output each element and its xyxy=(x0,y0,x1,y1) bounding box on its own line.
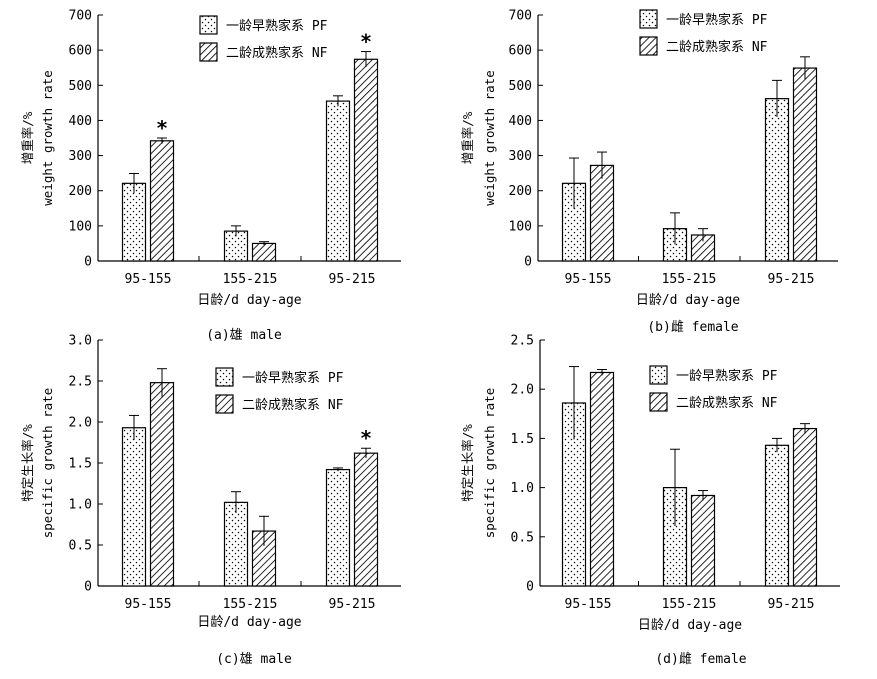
y-tick-label: 200 xyxy=(69,184,92,199)
significance-star: * xyxy=(360,30,372,54)
legend-swatch-nf xyxy=(199,42,218,62)
y-axis-label-en: specific growth rate xyxy=(40,388,55,539)
y-tick-label: 0 xyxy=(526,580,534,595)
significance-star: * xyxy=(156,116,168,140)
panel-caption: (a)雄 male xyxy=(206,328,282,343)
x-tick-label: 95-215 xyxy=(329,597,376,612)
panel-caption: (c)雄 male xyxy=(216,652,292,667)
chart-panel-0: 0 100 200 300 400 500 600 700 95-155 155-215 95-21… xyxy=(20,9,401,343)
y-tick-label: 0.5 xyxy=(69,539,92,554)
chart-panel-3: 0 0.5 1.0 1.5 2.0 2.5 95-155 155-215 95-215 日龄/d … xyxy=(460,334,840,667)
y-tick-label: 400 xyxy=(69,114,92,129)
y-tick-label: 0 xyxy=(524,255,532,270)
x-tick-label: 95-215 xyxy=(768,272,815,287)
y-tick-label: 2.0 xyxy=(69,416,92,431)
legend-swatch-pf xyxy=(639,9,658,29)
significance-star: * xyxy=(360,426,372,450)
legend-swatch-nf xyxy=(215,394,234,414)
y-tick-label: 100 xyxy=(69,219,92,234)
y-tick-label: 300 xyxy=(69,149,92,164)
legend-label-nf: 二龄成熟家系 NF xyxy=(676,395,778,411)
y-tick-label: 1.5 xyxy=(511,432,534,447)
y-tick-label: 1.5 xyxy=(69,457,92,472)
bar-nf xyxy=(792,427,818,587)
x-tick-label: 95-155 xyxy=(565,272,612,287)
y-tick-label: 2.0 xyxy=(511,383,534,398)
x-tick-label: 95-215 xyxy=(768,597,815,612)
x-axis-label: 日龄/d day-age xyxy=(636,293,740,308)
y-tick-label: 0.5 xyxy=(511,530,534,545)
y-axis-label-cn: 增重率/% xyxy=(460,111,475,164)
x-tick-label: 155-215 xyxy=(223,272,278,287)
bar-nf xyxy=(353,452,379,587)
y-tick-label: 500 xyxy=(69,79,92,94)
x-tick-label: 155-215 xyxy=(662,597,717,612)
chart-panel-1: 0 100 200 300 400 500 600 700 95-155 155-215 95-21… xyxy=(460,9,838,335)
panel-caption: (b)雌 female xyxy=(647,319,738,335)
y-tick-label: 600 xyxy=(509,44,532,59)
legend-swatch-pf xyxy=(215,367,234,387)
y-tick-label: 700 xyxy=(69,9,92,24)
y-tick-label: 1.0 xyxy=(511,481,534,496)
x-tick-label: 155-215 xyxy=(662,272,717,287)
y-tick-label: 100 xyxy=(509,219,532,234)
x-tick-label: 95-155 xyxy=(125,272,172,287)
legend-label-pf: 一龄早熟家系 PF xyxy=(242,370,344,386)
bar-nf xyxy=(589,164,615,262)
x-tick-label: 155-215 xyxy=(223,597,278,612)
y-tick-label: 500 xyxy=(509,79,532,94)
y-tick-label: 0 xyxy=(84,580,92,595)
legend-label-nf: 二龄成熟家系 NF xyxy=(226,45,328,61)
y-tick-label: 600 xyxy=(69,44,92,59)
bar-pf xyxy=(121,427,147,587)
bar-nf xyxy=(353,58,379,262)
x-axis-label: 日龄/d day-age xyxy=(197,293,301,308)
bar-nf xyxy=(589,371,615,587)
legend-label-pf: 一龄早熟家系 PF xyxy=(676,368,778,384)
legend-swatch-nf xyxy=(639,36,658,56)
y-tick-label: 2.5 xyxy=(511,334,534,349)
legend-label-pf: 一龄早熟家系 PF xyxy=(666,12,768,28)
bar-pf xyxy=(764,98,790,262)
y-tick-label: 300 xyxy=(509,149,532,164)
y-tick-label: 1.0 xyxy=(69,498,92,513)
bar-pf xyxy=(764,444,790,587)
x-axis-label: 日龄/d day-age xyxy=(638,618,742,633)
y-tick-label: 200 xyxy=(509,184,532,199)
bar-pf xyxy=(325,100,351,262)
y-tick-label: 700 xyxy=(509,9,532,24)
y-tick-label: 400 xyxy=(509,114,532,129)
bar-nf xyxy=(149,382,175,587)
bar-nf xyxy=(149,140,175,262)
bar-pf xyxy=(325,468,351,587)
legend-swatch-pf xyxy=(649,365,668,385)
y-axis-label-cn: 特定生长率/% xyxy=(20,424,35,502)
y-axis-label-en: weight growth rate xyxy=(482,70,497,205)
x-tick-label: 95-215 xyxy=(329,272,376,287)
legend-label-pf: 一龄早熟家系 PF xyxy=(226,18,328,34)
legend-label-nf: 二龄成熟家系 NF xyxy=(666,39,768,55)
y-axis-label-cn: 增重率/% xyxy=(20,111,35,164)
bar-pf xyxy=(121,182,147,262)
legend-swatch-pf xyxy=(199,15,218,35)
bar-nf xyxy=(251,242,277,262)
y-tick-label: 3.0 xyxy=(69,334,92,349)
bar-pf xyxy=(223,501,249,587)
bar-nf xyxy=(690,494,716,587)
legend-swatch-nf xyxy=(649,392,668,412)
panel-caption: (d)雌 female xyxy=(655,651,746,667)
chart-panel-2: 0 0.5 1.0 1.5 2.0 2.5 3.0 95-155 155-215 95-215 * 日… xyxy=(20,334,401,667)
x-tick-label: 95-155 xyxy=(125,597,172,612)
y-tick-label: 2.5 xyxy=(69,375,92,390)
y-axis-label-en: weight growth rate xyxy=(40,70,55,205)
y-axis-label-en: specific growth rate xyxy=(482,388,497,539)
x-tick-label: 95-155 xyxy=(565,597,612,612)
x-axis-label: 日龄/d day-age xyxy=(197,615,301,630)
legend-label-nf: 二龄成熟家系 NF xyxy=(242,397,344,413)
y-tick-label: 0 xyxy=(84,255,92,270)
bar-nf xyxy=(792,67,818,262)
y-axis-label-cn: 特定生长率/% xyxy=(460,424,475,502)
